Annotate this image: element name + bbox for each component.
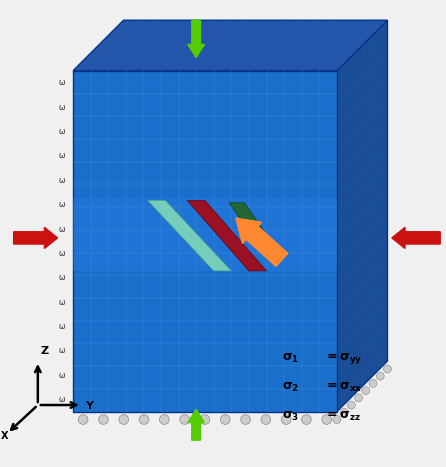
FancyArrow shape [188, 410, 205, 440]
Circle shape [119, 415, 128, 425]
Text: $\mathbf{= \sigma_{yy}}$: $\mathbf{= \sigma_{yy}}$ [324, 351, 362, 366]
FancyArrow shape [14, 227, 58, 248]
Circle shape [376, 372, 384, 380]
FancyArrow shape [236, 218, 288, 266]
Text: ω: ω [59, 151, 65, 161]
Text: Z: Z [40, 347, 48, 356]
Circle shape [78, 415, 88, 425]
Text: ω: ω [59, 371, 65, 380]
Text: ω: ω [59, 200, 65, 209]
Circle shape [333, 416, 341, 424]
Polygon shape [73, 20, 388, 71]
Text: $\mathbf{\sigma_3}$: $\mathbf{\sigma_3}$ [282, 410, 299, 423]
Text: X: X [0, 432, 8, 441]
Circle shape [139, 415, 149, 425]
Text: ω: ω [59, 273, 65, 282]
Circle shape [362, 387, 370, 395]
Text: ω: ω [59, 127, 65, 136]
Circle shape [99, 415, 108, 425]
Polygon shape [187, 200, 267, 271]
Text: ω: ω [59, 176, 65, 185]
Text: $\mathbf{\sigma_2}$: $\mathbf{\sigma_2}$ [282, 381, 299, 394]
Circle shape [220, 415, 230, 425]
Circle shape [322, 415, 331, 425]
Polygon shape [148, 200, 231, 271]
Circle shape [355, 394, 363, 402]
FancyArrow shape [188, 20, 205, 57]
Polygon shape [229, 203, 277, 251]
Text: ω: ω [59, 322, 65, 331]
Circle shape [180, 415, 190, 425]
Circle shape [281, 415, 291, 425]
Circle shape [261, 415, 271, 425]
Text: ω: ω [59, 78, 65, 87]
Circle shape [347, 401, 355, 409]
Circle shape [340, 408, 348, 416]
Text: ω: ω [59, 297, 65, 306]
Text: ω: ω [59, 249, 65, 258]
Polygon shape [73, 198, 337, 271]
Circle shape [369, 380, 377, 387]
Text: $\mathbf{\sigma_1}$: $\mathbf{\sigma_1}$ [282, 352, 299, 365]
Circle shape [384, 365, 392, 373]
Circle shape [301, 415, 311, 425]
Text: Y: Y [85, 401, 93, 410]
Circle shape [160, 415, 169, 425]
Text: ω: ω [59, 346, 65, 355]
Polygon shape [337, 20, 388, 411]
Text: ω: ω [59, 103, 65, 112]
Text: ω: ω [59, 225, 65, 234]
Circle shape [200, 415, 210, 425]
Circle shape [241, 415, 250, 425]
FancyArrow shape [392, 227, 440, 248]
Text: $\mathbf{= \sigma_{xx}}$: $\mathbf{= \sigma_{xx}}$ [324, 381, 362, 394]
Text: $\mathbf{= \sigma_{zz}}$: $\mathbf{= \sigma_{zz}}$ [324, 410, 361, 423]
Text: ω: ω [59, 395, 65, 404]
Polygon shape [73, 71, 337, 411]
